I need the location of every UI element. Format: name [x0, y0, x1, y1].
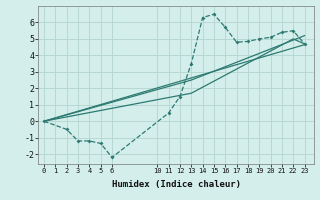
X-axis label: Humidex (Indice chaleur): Humidex (Indice chaleur) — [111, 180, 241, 189]
